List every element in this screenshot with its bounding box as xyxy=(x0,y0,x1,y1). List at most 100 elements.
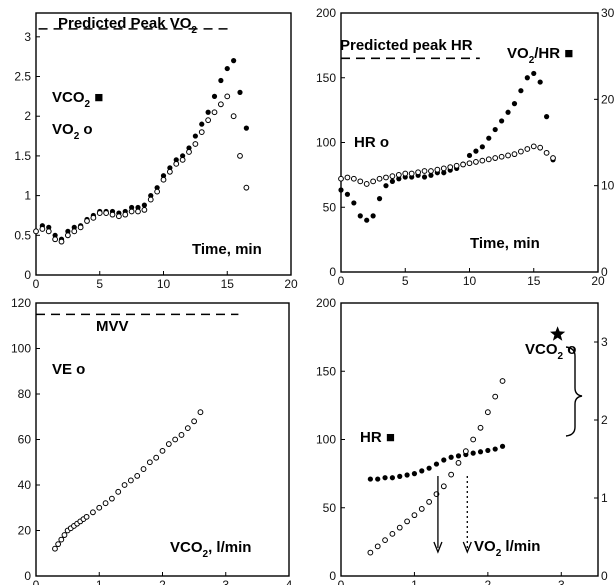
annotation-text: VO xyxy=(52,121,74,138)
star-marker xyxy=(550,326,566,341)
data-point-series-1 xyxy=(499,443,506,449)
data-point-series-2 xyxy=(498,153,505,160)
data-point-series-2 xyxy=(460,161,466,168)
annotation-text: VCO xyxy=(52,89,85,106)
annotation: VO2 l/min xyxy=(474,538,540,559)
annotation-text: HR ■ xyxy=(360,429,395,446)
data-point-series-2 xyxy=(485,156,492,163)
data-point-series-2 xyxy=(389,530,396,537)
annotation: VCO2 ■ xyxy=(52,89,103,110)
data-point-series-2 xyxy=(434,166,441,173)
annotation: Time, min xyxy=(470,235,540,252)
data-point-series-2 xyxy=(470,436,477,443)
data-point-series-2 xyxy=(505,152,511,159)
data-point-series-1 xyxy=(121,482,128,488)
data-point-series-2 xyxy=(84,218,90,224)
y-tick-label: 100 xyxy=(316,136,336,150)
data-point-series-2 xyxy=(186,149,192,155)
data-point-series-2 xyxy=(543,149,550,156)
data-point-series-1 xyxy=(466,152,473,159)
y-tick-label: 0 xyxy=(329,569,336,583)
data-point-series-1 xyxy=(197,409,204,416)
data-point-series-1 xyxy=(140,466,147,472)
data-point-series-1 xyxy=(102,500,109,507)
data-point-series-1 xyxy=(127,477,134,484)
data-point-series-1 xyxy=(186,145,192,151)
data-point-series-1 xyxy=(192,133,198,139)
data-point-series-2 xyxy=(492,155,499,161)
data-point-series-1 xyxy=(485,447,491,454)
annotation-sub: 2 xyxy=(203,549,209,560)
data-point-series-1 xyxy=(505,109,511,115)
data-point-series-1 xyxy=(167,165,173,171)
data-point-series-1 xyxy=(389,178,395,184)
y-tick-label: 1.5 xyxy=(14,149,31,163)
data-point-series-2 xyxy=(440,483,447,490)
data-point-series-1 xyxy=(184,425,191,432)
data-point-series-1 xyxy=(338,187,344,193)
data-point-series-2 xyxy=(122,211,129,218)
annotation-sub: 2 xyxy=(85,99,91,110)
data-point-series-2 xyxy=(426,499,433,505)
data-point-series-1 xyxy=(129,204,135,211)
data-point-series-2 xyxy=(211,109,218,116)
reference-label-text: MVV xyxy=(96,318,129,335)
data-point-series-2 xyxy=(418,506,425,512)
reference-label: MVV xyxy=(96,318,129,335)
data-point-series-1 xyxy=(518,88,524,94)
data-point-series-2 xyxy=(447,164,454,171)
data-point-series-1 xyxy=(218,77,224,84)
data-point-series-2 xyxy=(479,157,486,164)
data-point-series-1 xyxy=(115,488,122,495)
data-point-series-2 xyxy=(383,174,389,181)
y-tick-label: 120 xyxy=(11,296,31,310)
y-tick-label: 1 xyxy=(24,189,31,203)
annotation-suffix: o xyxy=(563,341,576,358)
data-point-series-1 xyxy=(141,202,147,208)
data-point-series-1 xyxy=(537,79,543,85)
data-point-series-2 xyxy=(109,211,116,218)
y-tick-label: 200 xyxy=(316,6,336,20)
data-point-series-2 xyxy=(440,165,447,172)
annotation-text: VO xyxy=(474,538,496,555)
annotation: VCO2 o xyxy=(525,341,576,362)
data-point-series-2 xyxy=(166,168,173,175)
data-point-series-2 xyxy=(230,113,237,120)
annotation-suffix: o xyxy=(79,121,92,138)
data-point-series-1 xyxy=(191,418,198,425)
y-tick-label: 40 xyxy=(18,478,32,492)
annotation: VO2 o xyxy=(52,121,93,142)
data-point-series-2 xyxy=(135,208,141,215)
data-point-series-1 xyxy=(351,200,357,206)
data-point-series-2 xyxy=(115,213,122,220)
data-point-series-1 xyxy=(52,545,58,552)
y-tick-label: 0 xyxy=(329,265,336,279)
reference-label-sub: 2 xyxy=(191,25,197,36)
x-tick-label: 20 xyxy=(591,274,605,288)
annotation-sub: 2 xyxy=(558,351,564,362)
x-tick-label: 20 xyxy=(284,277,298,291)
plot-frame xyxy=(35,12,292,276)
x-tick-label: 5 xyxy=(96,277,103,291)
data-point-series-1 xyxy=(448,454,454,460)
y2-tick-label: 0 xyxy=(601,569,608,583)
data-point-series-1 xyxy=(470,450,476,456)
data-point-series-1 xyxy=(404,472,410,478)
data-point-series-1 xyxy=(499,118,505,124)
data-point-series-1 xyxy=(231,58,237,64)
data-point-series-1 xyxy=(357,213,363,219)
y-tick-label: 150 xyxy=(316,364,336,378)
y2-tick-label: 20 xyxy=(601,92,615,106)
annotation-sub: 2 xyxy=(74,131,80,142)
data-point-series-1 xyxy=(65,228,71,234)
data-point-series-2 xyxy=(77,224,84,231)
y2-tick-label: 0 xyxy=(601,265,608,279)
data-point-series-1 xyxy=(71,224,77,230)
data-point-series-1 xyxy=(376,196,383,202)
annotation-suffix: /HR ■ xyxy=(534,45,573,62)
reference-label: Predicted peak HR xyxy=(340,37,473,54)
data-point-series-2 xyxy=(147,196,154,203)
data-point-series-1 xyxy=(180,153,186,159)
reference-label-text: Predicted Peak VO xyxy=(58,15,192,32)
